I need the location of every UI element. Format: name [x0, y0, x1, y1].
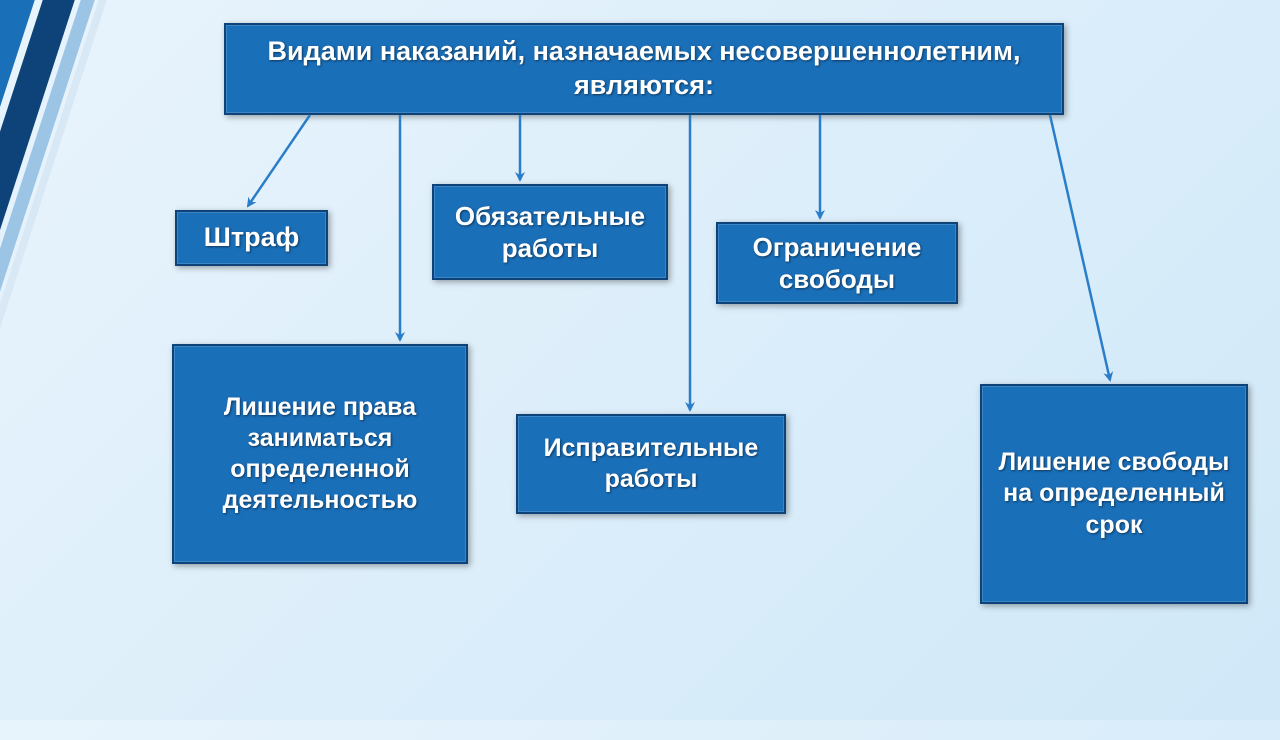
box-freedom-restriction: Ограничение свободы	[716, 222, 958, 304]
diagram-container: Видами наказаний, назначаемых несовершен…	[0, 0, 1280, 720]
box-no-right-activity-label: Лишение права заниматься определенной де…	[188, 392, 452, 517]
root-box: Видами наказаний, назначаемых несовершен…	[224, 23, 1064, 115]
root-title: Видами наказаний, назначаемых несовершен…	[240, 35, 1048, 103]
arrow-to-imprisonment	[1050, 115, 1110, 380]
box-compulsory-works: Обязательные работы	[432, 184, 668, 280]
box-imprisonment-term: Лишение свободы на определенный срок	[980, 384, 1248, 604]
arrow-to-fine	[248, 115, 310, 206]
box-corrective-works-label: Исправительные работы	[532, 433, 770, 496]
box-fine-label: Штраф	[204, 221, 300, 255]
box-compulsory-works-label: Обязательные работы	[448, 200, 652, 265]
box-fine: Штраф	[175, 210, 328, 266]
box-imprisonment-term-label: Лишение свободы на определенный срок	[996, 447, 1232, 541]
box-corrective-works: Исправительные работы	[516, 414, 786, 514]
box-freedom-restriction-label: Ограничение свободы	[732, 231, 942, 296]
box-no-right-activity: Лишение права заниматься определенной де…	[172, 344, 468, 564]
